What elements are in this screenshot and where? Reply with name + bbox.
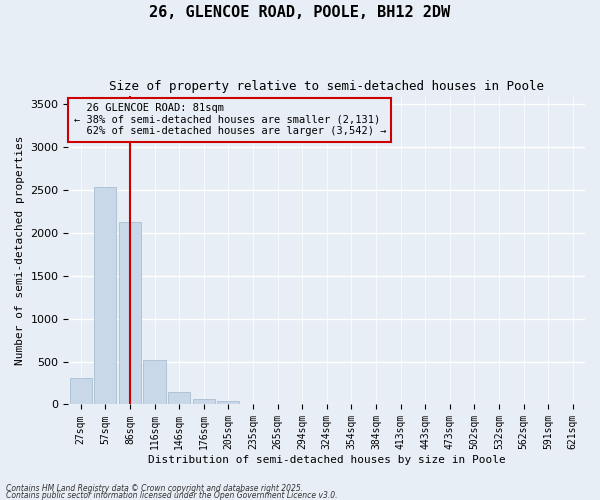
Text: 26 GLENCOE ROAD: 81sqm
← 38% of semi-detached houses are smaller (2,131)
  62% o: 26 GLENCOE ROAD: 81sqm ← 38% of semi-det… <box>74 104 386 136</box>
Bar <box>217 402 239 404</box>
Text: 26, GLENCOE ROAD, POOLE, BH12 2DW: 26, GLENCOE ROAD, POOLE, BH12 2DW <box>149 5 451 20</box>
Y-axis label: Number of semi-detached properties: Number of semi-detached properties <box>15 136 25 365</box>
Bar <box>119 222 141 404</box>
Bar <box>70 378 92 404</box>
Bar <box>94 188 116 404</box>
Title: Size of property relative to semi-detached houses in Poole: Size of property relative to semi-detach… <box>109 80 544 93</box>
Bar <box>168 392 190 404</box>
X-axis label: Distribution of semi-detached houses by size in Poole: Distribution of semi-detached houses by … <box>148 455 506 465</box>
Text: Contains public sector information licensed under the Open Government Licence v3: Contains public sector information licen… <box>6 490 337 500</box>
Bar <box>143 360 166 405</box>
Bar <box>193 399 215 404</box>
Text: Contains HM Land Registry data © Crown copyright and database right 2025.: Contains HM Land Registry data © Crown c… <box>6 484 303 493</box>
